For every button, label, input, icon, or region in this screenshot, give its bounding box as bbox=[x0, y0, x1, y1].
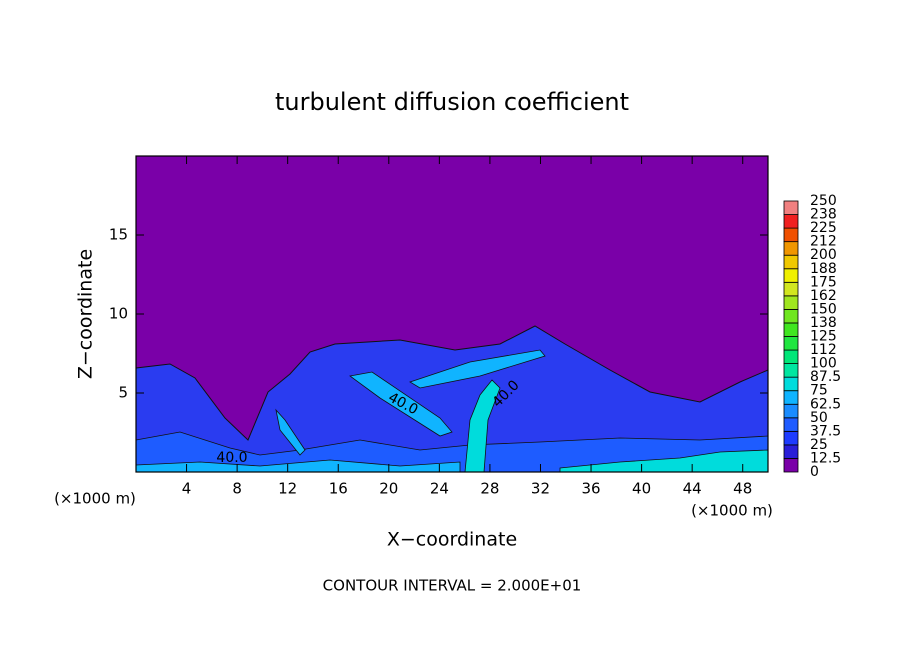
colorbar-label: 162 bbox=[810, 288, 837, 304]
colorbar-label: 75 bbox=[810, 383, 828, 399]
colorbar-label: 250 bbox=[810, 193, 837, 209]
colorbar-label: 150 bbox=[810, 301, 837, 317]
x-tick-label: 40 bbox=[632, 480, 651, 498]
colorbar-box bbox=[783, 444, 799, 459]
colorbar-box bbox=[783, 417, 799, 432]
x-tick-label: 32 bbox=[531, 480, 550, 498]
field-region bbox=[349, 371, 453, 437]
x-axis-label: X−coordinate bbox=[387, 529, 517, 551]
y-axis-label: Z−coordinate bbox=[75, 249, 97, 379]
x-tick-label: 28 bbox=[480, 480, 499, 498]
colorbar-box bbox=[783, 295, 799, 310]
y-tick-label: 5 bbox=[118, 384, 128, 402]
x-tick-label: 8 bbox=[232, 480, 242, 498]
colorbar-box bbox=[783, 390, 799, 405]
contour-field bbox=[135, 156, 769, 473]
contour-label: 40.0 bbox=[216, 450, 247, 466]
colorbar-label: 50 bbox=[810, 410, 828, 426]
colorbar-label: 12.5 bbox=[810, 450, 841, 466]
colorbar-box bbox=[783, 241, 799, 256]
colorbar-box bbox=[783, 363, 799, 378]
footer-note: CONTOUR INTERVAL = 2.000E+01 bbox=[323, 577, 582, 595]
colorbar-box bbox=[783, 349, 799, 364]
colorbar-label: 238 bbox=[810, 207, 837, 223]
colorbar-box bbox=[783, 458, 799, 473]
y-tick-label: 15 bbox=[109, 226, 128, 244]
colorbar-box bbox=[783, 336, 799, 351]
colorbar-label: 138 bbox=[810, 315, 837, 331]
x-unit: (×1000 m) bbox=[54, 490, 136, 508]
colorbar-label: 188 bbox=[810, 261, 837, 277]
colorbar-label: 87.5 bbox=[810, 369, 841, 385]
x-tick-label: 16 bbox=[329, 480, 348, 498]
x-tick-label: 24 bbox=[430, 480, 449, 498]
x-tick-label: 20 bbox=[379, 480, 398, 498]
colorbar-label: 62.5 bbox=[810, 396, 841, 412]
colorbar-box bbox=[783, 214, 799, 229]
colorbar-box bbox=[783, 308, 799, 324]
x-unit: (×1000 m) bbox=[691, 502, 773, 520]
colorbar-box bbox=[783, 403, 799, 419]
colorbar-label: 200 bbox=[810, 247, 837, 263]
y-tick-label: 10 bbox=[109, 305, 128, 323]
chart-title: turbulent diffusion coefficient bbox=[275, 88, 629, 116]
colorbar-label: 225 bbox=[810, 220, 837, 236]
colorbar-box bbox=[783, 281, 799, 297]
colorbar-label: 112 bbox=[810, 342, 837, 358]
colorbar-box bbox=[783, 430, 799, 446]
colorbar-label: 25 bbox=[810, 437, 828, 453]
colorbar-label: 100 bbox=[810, 356, 837, 372]
colorbar-box bbox=[783, 254, 799, 270]
colorbar-label: 175 bbox=[810, 274, 837, 290]
colorbar-label: 37.5 bbox=[810, 423, 841, 439]
colorbar-box bbox=[783, 322, 799, 337]
x-tick-label: 44 bbox=[683, 480, 702, 498]
colorbar-box bbox=[783, 227, 799, 243]
colorbar-box bbox=[783, 376, 799, 392]
colorbar-label: 0 bbox=[810, 464, 819, 480]
x-tick-label: 12 bbox=[278, 480, 297, 498]
colorbar-label: 125 bbox=[810, 329, 837, 345]
colorbar-label: 212 bbox=[810, 234, 837, 250]
colorbar-box bbox=[783, 268, 799, 283]
x-tick-label: 4 bbox=[182, 480, 192, 498]
field-region bbox=[409, 349, 546, 389]
colorbar-box bbox=[783, 200, 799, 215]
x-tick-label: 36 bbox=[581, 480, 600, 498]
field-region bbox=[464, 379, 501, 473]
field-region bbox=[275, 408, 306, 456]
x-tick-label: 48 bbox=[733, 480, 752, 498]
